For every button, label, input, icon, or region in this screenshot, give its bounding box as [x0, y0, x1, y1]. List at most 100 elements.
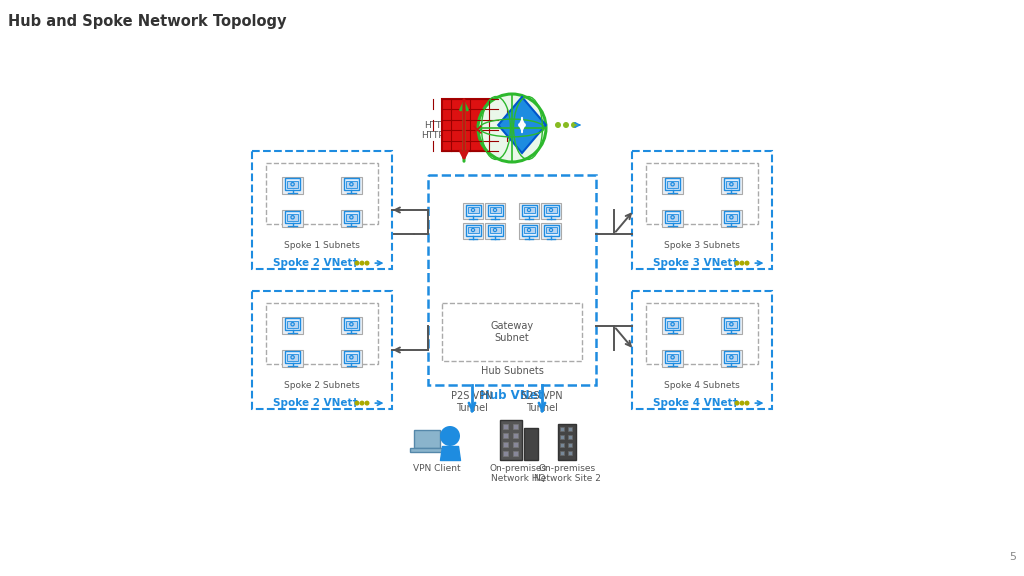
- Bar: [665, 319, 681, 330]
- Circle shape: [730, 356, 732, 358]
- Bar: [721, 350, 742, 367]
- Text: ✕: ✕: [470, 123, 482, 138]
- Text: Spoke 2 VNet†: Spoke 2 VNet†: [272, 398, 357, 408]
- Circle shape: [571, 122, 577, 128]
- Bar: [343, 319, 359, 330]
- Bar: [468, 227, 478, 233]
- Bar: [632, 151, 772, 269]
- Circle shape: [290, 322, 295, 327]
- Bar: [568, 443, 572, 447]
- Circle shape: [729, 322, 734, 327]
- Bar: [632, 291, 772, 409]
- Circle shape: [672, 356, 674, 358]
- Bar: [266, 163, 378, 224]
- Text: VPN Client: VPN Client: [414, 464, 461, 473]
- Bar: [346, 181, 357, 188]
- Bar: [663, 317, 683, 334]
- Text: S2S VPN
Tunnel: S2S VPN Tunnel: [521, 391, 563, 412]
- Circle shape: [349, 182, 353, 187]
- Bar: [665, 179, 681, 190]
- Circle shape: [349, 322, 353, 327]
- Bar: [287, 181, 298, 188]
- Circle shape: [549, 208, 553, 212]
- Bar: [503, 442, 508, 447]
- Circle shape: [672, 183, 674, 185]
- Circle shape: [550, 229, 552, 231]
- Text: Spoke 3 VNet†: Spoke 3 VNet†: [652, 258, 737, 268]
- Circle shape: [730, 183, 732, 185]
- Polygon shape: [499, 97, 546, 153]
- Bar: [726, 321, 737, 328]
- Circle shape: [494, 209, 496, 211]
- Circle shape: [350, 356, 352, 358]
- Bar: [560, 435, 564, 439]
- Circle shape: [671, 322, 675, 327]
- Bar: [442, 99, 498, 151]
- Bar: [724, 179, 739, 190]
- Bar: [487, 225, 503, 236]
- Bar: [466, 204, 480, 215]
- Bar: [282, 350, 303, 367]
- Bar: [341, 317, 361, 334]
- Bar: [287, 214, 298, 221]
- Text: Spoke 1 Subnets: Spoke 1 Subnets: [284, 241, 360, 250]
- Bar: [560, 451, 564, 455]
- Bar: [665, 351, 681, 363]
- Circle shape: [292, 183, 294, 185]
- Bar: [410, 448, 444, 452]
- Bar: [726, 214, 737, 221]
- Bar: [463, 223, 483, 239]
- Circle shape: [350, 216, 352, 218]
- Bar: [343, 211, 359, 223]
- Bar: [544, 225, 558, 236]
- Circle shape: [493, 228, 498, 232]
- Circle shape: [478, 94, 546, 162]
- Circle shape: [729, 182, 734, 187]
- Circle shape: [744, 400, 750, 406]
- Bar: [503, 424, 508, 429]
- Circle shape: [672, 216, 674, 218]
- Text: Spoke 4 Subnets: Spoke 4 Subnets: [665, 381, 740, 390]
- Bar: [541, 203, 561, 219]
- Circle shape: [555, 122, 561, 128]
- Circle shape: [730, 323, 732, 325]
- Bar: [646, 163, 758, 224]
- Bar: [252, 291, 392, 409]
- Bar: [485, 223, 505, 239]
- Bar: [282, 177, 303, 194]
- Bar: [282, 210, 303, 227]
- Circle shape: [290, 355, 295, 359]
- Bar: [665, 211, 681, 223]
- Circle shape: [493, 208, 498, 212]
- Circle shape: [290, 215, 295, 219]
- Bar: [513, 433, 518, 438]
- Text: Hub and Spoke Network Topology: Hub and Spoke Network Topology: [8, 14, 287, 29]
- Bar: [489, 227, 501, 233]
- Circle shape: [563, 122, 569, 128]
- Bar: [568, 427, 572, 431]
- Bar: [646, 303, 758, 364]
- Bar: [266, 303, 378, 364]
- Circle shape: [350, 323, 352, 325]
- Circle shape: [734, 400, 739, 406]
- Bar: [343, 351, 359, 363]
- Bar: [428, 175, 596, 385]
- Bar: [663, 350, 683, 367]
- Circle shape: [471, 208, 475, 212]
- Circle shape: [729, 355, 734, 359]
- Text: Hub Subnets: Hub Subnets: [480, 366, 544, 376]
- Circle shape: [440, 426, 460, 446]
- Bar: [519, 203, 539, 219]
- Bar: [721, 210, 742, 227]
- Circle shape: [671, 215, 675, 219]
- Bar: [287, 354, 298, 361]
- Bar: [521, 225, 537, 236]
- Bar: [282, 317, 303, 334]
- Bar: [546, 207, 556, 213]
- Circle shape: [672, 323, 674, 325]
- Bar: [287, 321, 298, 328]
- Circle shape: [671, 355, 675, 359]
- Bar: [285, 351, 300, 363]
- Circle shape: [365, 260, 370, 266]
- Bar: [519, 223, 539, 239]
